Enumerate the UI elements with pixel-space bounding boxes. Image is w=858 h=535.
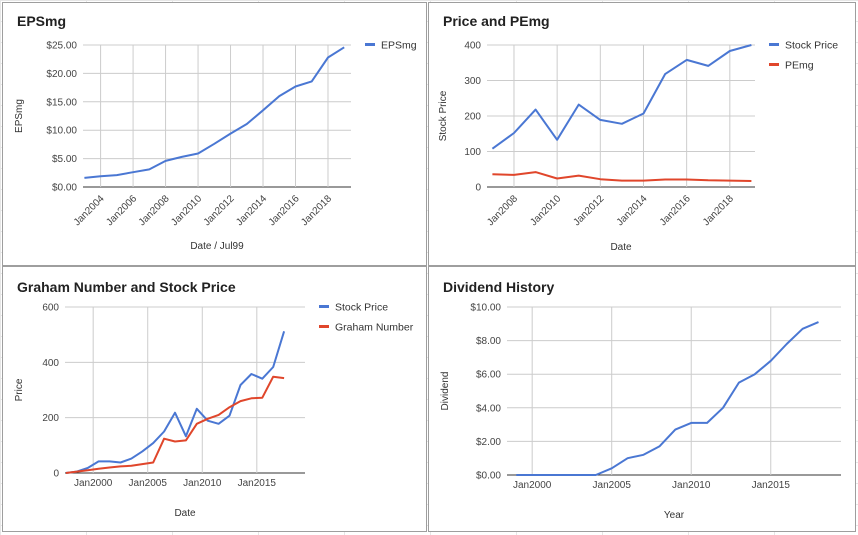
x-tick-label: Jan2004 bbox=[72, 193, 107, 228]
y-tick-label: 0 bbox=[53, 469, 59, 480]
price-and-pemg-chart: Price and PEmg 0 100 200 300 400 Jan2008 Jan201… bbox=[428, 2, 856, 266]
chart-title: Graham Number and Stock Price bbox=[17, 279, 236, 295]
x-tick-label: Jan2016 bbox=[267, 193, 302, 228]
y-tick-label: 600 bbox=[42, 303, 59, 314]
x-tick-label: Jan2006 bbox=[104, 193, 139, 228]
y-tick-label: $5.00 bbox=[52, 154, 77, 165]
y-tick-label: $10.00 bbox=[46, 126, 77, 137]
x-tick-label: Jan2008 bbox=[485, 193, 520, 228]
stock-price-line bbox=[491, 44, 752, 150]
chart-title: EPSmg bbox=[17, 13, 66, 29]
y-tick-label: $4.00 bbox=[476, 403, 501, 414]
legend-swatch bbox=[319, 305, 329, 308]
y-axis-label: Stock Price bbox=[438, 90, 449, 141]
x-tick-label: Jan2014 bbox=[615, 193, 650, 228]
x-axis-label: Date bbox=[610, 242, 632, 253]
y-tick-label: 0 bbox=[475, 183, 481, 194]
legend-label: PEmg bbox=[785, 60, 814, 72]
y-tick-label: 300 bbox=[464, 76, 481, 87]
x-tick-label: Jan2005 bbox=[593, 480, 632, 491]
x-axis-label: Date / Jul99 bbox=[190, 241, 244, 252]
y-tick-label: 400 bbox=[464, 41, 481, 52]
x-tick-label: Jan2008 bbox=[137, 193, 172, 228]
epsmg-line bbox=[84, 46, 345, 179]
y-tick-label: 200 bbox=[42, 413, 59, 424]
x-tick-label: Jan2012 bbox=[572, 193, 607, 228]
legend-label: Stock Price bbox=[335, 302, 388, 314]
legend-swatch bbox=[319, 325, 329, 328]
y-tick-label: $8.00 bbox=[476, 336, 501, 347]
x-tick-label: Jan2018 bbox=[299, 193, 334, 228]
x-tick-label: Jan2015 bbox=[238, 478, 277, 489]
x-tick-label: Jan2012 bbox=[202, 193, 237, 228]
x-tick-label: Jan2000 bbox=[513, 480, 552, 491]
y-tick-label: $0.00 bbox=[52, 183, 77, 194]
x-tick-label: Jan2016 bbox=[658, 193, 693, 228]
x-tick-label: Jan2010 bbox=[672, 480, 711, 491]
legend-swatch bbox=[769, 63, 779, 66]
dividend-history-chart-canvas: Dividend History $0.00 $2.00 $4.00 $6.00 $8.0… bbox=[440, 279, 841, 521]
y-axis-label: EPSmg bbox=[14, 99, 25, 133]
x-axis-label: Date bbox=[174, 508, 196, 519]
y-axis-label: Dividend bbox=[440, 372, 451, 411]
graham-number-chart: Graham Number and Stock Price 0 200 400 600 J… bbox=[2, 266, 427, 532]
y-tick-label: 200 bbox=[464, 112, 481, 123]
legend-label: Stock Price bbox=[785, 40, 838, 52]
y-tick-label: $2.00 bbox=[476, 437, 501, 448]
y-tick-label: 100 bbox=[464, 147, 481, 158]
epsmg-chart: EPSmg $0.00 $5.00 $10.00 $15.00 $20.00 $25.00 J… bbox=[2, 2, 427, 266]
chart-title: Price and PEmg bbox=[443, 13, 550, 29]
chart-title: Dividend History bbox=[443, 279, 554, 295]
stock-price-line bbox=[65, 331, 286, 474]
y-axis-label: Price bbox=[14, 378, 25, 401]
x-tick-label: Jan2010 bbox=[169, 193, 204, 228]
y-tick-label: 400 bbox=[42, 358, 59, 369]
legend-label: EPSmg bbox=[381, 40, 417, 52]
epsmg-chart-canvas: EPSmg $0.00 $5.00 $10.00 $15.00 $20.00 $25.00 J… bbox=[14, 13, 417, 252]
graham-number-line bbox=[65, 375, 285, 474]
legend-swatch bbox=[365, 43, 375, 46]
dividend-history-chart: Dividend History $0.00 $2.00 $4.00 $6.00 $8.0… bbox=[428, 266, 856, 532]
x-tick-label: Jan2015 bbox=[752, 480, 791, 491]
x-tick-label: Jan2005 bbox=[129, 478, 168, 489]
pemg-line bbox=[492, 171, 752, 182]
y-tick-label: $20.00 bbox=[46, 69, 77, 80]
series-line bbox=[516, 321, 819, 476]
x-tick-label: Jan2010 bbox=[183, 478, 222, 489]
legend-swatch bbox=[769, 43, 779, 46]
graham-number-chart-canvas: Graham Number and Stock Price 0 200 400 600 J… bbox=[14, 279, 414, 519]
x-tick-label: Jan2000 bbox=[74, 478, 113, 489]
x-tick-label: Jan2010 bbox=[528, 193, 563, 228]
y-tick-label: $25.00 bbox=[46, 41, 77, 52]
x-tick-label: Jan2014 bbox=[234, 193, 269, 228]
y-tick-label: $0.00 bbox=[476, 471, 501, 482]
y-tick-label: $6.00 bbox=[476, 370, 501, 381]
y-tick-label: $15.00 bbox=[46, 97, 77, 108]
y-tick-label: $10.00 bbox=[470, 303, 501, 314]
x-axis-label: Year bbox=[664, 510, 685, 521]
x-tick-label: Jan2018 bbox=[701, 193, 736, 228]
legend-label: Graham Number bbox=[335, 322, 414, 334]
